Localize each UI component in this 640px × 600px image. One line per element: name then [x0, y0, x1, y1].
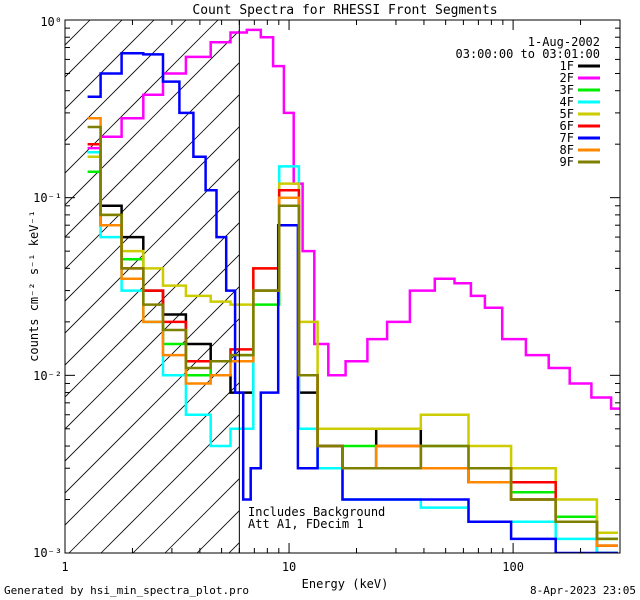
- axis-ticks: [64, 19, 621, 554]
- x-tick-label: 100: [502, 560, 524, 574]
- hatch-line: [65, 350, 240, 526]
- y-tick-label: 10⁻²: [33, 369, 62, 383]
- background-note: Includes Background: [248, 505, 385, 519]
- hatch-line: [65, 126, 240, 302]
- time-range-label: 03:00:00 to 03:01:00: [456, 47, 601, 61]
- series-7F: [87, 51, 618, 553]
- plot-frame: [64, 19, 621, 554]
- hatch-line: [65, 30, 240, 206]
- series-group: [87, 28, 620, 553]
- hatched-region: [65, 20, 640, 553]
- x-tick-label: 1: [61, 560, 68, 574]
- y-tick-label: 10⁻³: [33, 546, 62, 560]
- series-9F: [87, 125, 618, 541]
- hatch-line: [65, 20, 155, 110]
- hatch-line: [65, 62, 240, 238]
- hatch-line: [65, 20, 91, 46]
- legend-label-2F: 2F: [560, 71, 574, 85]
- series-2F: [87, 28, 620, 410]
- legend-label-8F: 8F: [560, 143, 574, 157]
- attenuator-note: Att A1, FDecim 1: [248, 517, 364, 531]
- legend-label-6F: 6F: [560, 119, 574, 133]
- hatch-line: [68, 382, 240, 553]
- legend-label-5F: 5F: [560, 107, 574, 121]
- hatch-line: [261, 20, 640, 553]
- footer-timestamp: 8-Apr-2023 23:05: [530, 584, 636, 597]
- hatch-line: [65, 20, 187, 142]
- hatch-line: [65, 254, 240, 430]
- x-tick-label: 10: [282, 560, 296, 574]
- y-tick-label: 10⁻¹: [33, 191, 62, 205]
- hatch-line: [65, 222, 240, 398]
- hatch-line: [132, 446, 240, 553]
- date-label: 1-Aug-2002: [528, 35, 600, 49]
- y-axis-label: counts cm⁻² s⁻¹ keV⁻¹: [27, 210, 41, 362]
- hatch-line: [65, 20, 123, 78]
- legend-label-3F: 3F: [560, 83, 574, 97]
- hatch-line: [65, 190, 240, 366]
- series-8F: [87, 116, 618, 547]
- hatch-line: [100, 414, 240, 553]
- hatch-line: [65, 318, 240, 494]
- x-axis-label: Energy (keV): [302, 577, 389, 591]
- chart-title: Count Spectra for RHESSI Front Segments: [192, 3, 497, 18]
- hatch-line: [293, 20, 640, 553]
- y-tick-label: 10⁰: [40, 15, 62, 29]
- hatch-line: [65, 20, 219, 174]
- hatch-line: [65, 94, 240, 270]
- legend-label-1F: 1F: [560, 59, 574, 73]
- hatch-line: [65, 158, 240, 334]
- legend-label-7F: 7F: [560, 131, 574, 145]
- footer-generated-by: Generated by hsi_min_spectra_plot.pro: [4, 584, 249, 597]
- legend-label-4F: 4F: [560, 95, 574, 109]
- legend-label-9F: 9F: [560, 155, 574, 169]
